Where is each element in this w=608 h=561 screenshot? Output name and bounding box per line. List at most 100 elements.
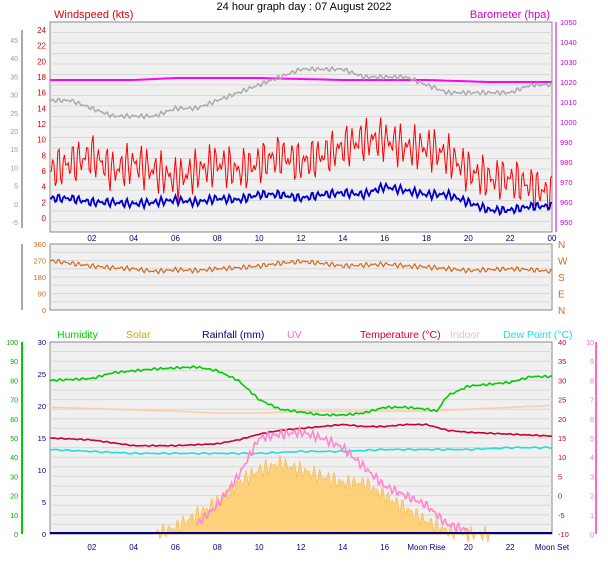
temp-y-tick: 15 — [558, 434, 566, 443]
wind-y-tick: 18 — [37, 73, 46, 82]
wind-x-tick: 00 — [548, 234, 557, 243]
humidity-y-tick: 20 — [10, 494, 18, 501]
uv-y-tick: 3 — [590, 474, 594, 481]
uv-y-tick: 8 — [590, 378, 594, 385]
wind-outer-tick: 20 — [10, 129, 18, 136]
temp-x-tick: 16 — [380, 543, 389, 552]
humidity-y-tick: 0 — [14, 532, 18, 539]
wind-speed-line — [49, 181, 553, 217]
temp-y-tick: 10 — [558, 453, 566, 462]
direction-y-tick: 0 — [42, 306, 46, 315]
baro-y-tick: 1030 — [560, 58, 577, 67]
uv-y-tick: 0 — [590, 532, 594, 539]
wind-x-tick: 10 — [255, 234, 264, 243]
uv-y-tick: 4 — [590, 455, 594, 462]
humidity-y-tick: 60 — [10, 417, 18, 424]
baro-y-tick: 990 — [560, 138, 573, 147]
legend-entry: Dew Point (°C) — [503, 329, 573, 341]
wind-y-tick: 0 — [42, 214, 47, 223]
series-line-humidity — [50, 365, 552, 417]
rain-y-tick: 25 — [38, 370, 46, 379]
direction-y-tick: 180 — [33, 273, 46, 282]
direction-compass-tick: E — [558, 290, 565, 301]
wind-y-tick: 8 — [42, 151, 47, 160]
solar-area — [154, 455, 490, 543]
temp-x-tick: 10 — [255, 543, 264, 552]
temp-y-tick: -10 — [558, 530, 569, 539]
baro-y-tick: 950 — [560, 218, 573, 227]
temp-x-tick: 06 — [171, 543, 180, 552]
wind-y-tick: 20 — [37, 57, 46, 66]
wind-x-tick: 16 — [380, 234, 389, 243]
humidity-y-tick: 40 — [10, 455, 18, 462]
baro-y-tick: 1040 — [560, 38, 577, 47]
wind-x-tick: 22 — [506, 234, 515, 243]
wind-y-tick: 24 — [37, 26, 46, 35]
wind-y-tick: 6 — [42, 167, 47, 176]
temp-y-tick: -5 — [558, 511, 565, 520]
wind-y-tick: 10 — [37, 136, 46, 145]
direction-compass-tick: N — [558, 306, 565, 317]
uv-y-tick: 9 — [590, 359, 594, 366]
baro-y-tick: 970 — [560, 178, 573, 187]
temp-x-tick: 02 — [87, 543, 96, 552]
legend-entry: Solar — [126, 329, 151, 341]
wind-y-tick: 12 — [37, 120, 46, 129]
direction-compass-tick: W — [558, 257, 568, 268]
temp-x-tick: 12 — [297, 543, 306, 552]
rain-y-tick: 15 — [38, 434, 46, 443]
temp-x-tick: Moon Set — [535, 543, 570, 552]
temp-y-tick: 25 — [558, 396, 566, 405]
wind-x-tick: 04 — [129, 234, 138, 243]
legend-entry: Rainfall (mm) — [202, 329, 264, 341]
temp-x-tick: 14 — [338, 543, 347, 552]
wind-outer-tick: 10 — [10, 165, 18, 172]
uv-y-tick: 5 — [590, 436, 594, 443]
humidity-y-tick: 10 — [10, 513, 18, 520]
wind-x-tick: 06 — [171, 234, 180, 243]
rain-y-tick: 30 — [38, 338, 46, 347]
wind-y-tick: 2 — [42, 198, 47, 207]
uv-y-tick: 1 — [590, 513, 594, 520]
baro-y-tick: 980 — [560, 158, 573, 167]
humidity-y-tick: 90 — [10, 359, 18, 366]
baro-axis-label: Barometer (hpa) — [470, 9, 550, 21]
uv-y-tick: 6 — [590, 417, 594, 424]
legend-entry: UV — [287, 329, 302, 341]
temp-y-tick: 5 — [558, 472, 562, 481]
temp-y-tick: 30 — [558, 376, 566, 385]
temp-x-tick: 20 — [464, 543, 473, 552]
temp-x-tick: 22 — [506, 543, 515, 552]
humidity-y-tick: 50 — [10, 436, 18, 443]
rain-y-tick: 0 — [42, 530, 46, 539]
wind-outer-tick: 40 — [10, 56, 18, 63]
direction-y-tick: 360 — [33, 240, 46, 249]
series-line-dew-point-c- — [49, 446, 553, 455]
temp-y-tick: 35 — [558, 357, 566, 366]
wind-y-tick: 4 — [42, 183, 47, 192]
legend-entry: Temperature (°C) — [360, 329, 441, 341]
wind-outer-tick: -5 — [12, 220, 18, 227]
direction-y-tick: 270 — [33, 257, 46, 266]
humidity-y-tick: 100 — [6, 340, 18, 347]
wind-outer-tick: 5 — [14, 184, 18, 191]
uv-y-tick: 10 — [586, 340, 594, 347]
wind-x-tick: 02 — [87, 234, 96, 243]
series-line-uv — [195, 424, 470, 534]
legend-entry: Indoor — [450, 329, 480, 341]
direction-compass-tick: S — [558, 273, 565, 284]
wind-outer-tick: 15 — [10, 147, 18, 154]
baro-y-tick: 1010 — [560, 98, 577, 107]
temp-y-tick: 0 — [558, 492, 562, 501]
uv-y-tick: 7 — [590, 398, 594, 405]
wind-outer-tick: 35 — [10, 74, 18, 81]
wind-x-tick: 14 — [338, 234, 347, 243]
wind-y-tick: 14 — [37, 104, 46, 113]
temp-x-tick: Moon Rise — [407, 543, 446, 552]
wind-x-tick: 12 — [297, 234, 306, 243]
direction-compass-tick: N — [558, 240, 565, 251]
wind-gust-line — [49, 117, 553, 212]
humidity-y-tick: 80 — [10, 378, 18, 385]
temp-x-tick: 08 — [213, 543, 222, 552]
